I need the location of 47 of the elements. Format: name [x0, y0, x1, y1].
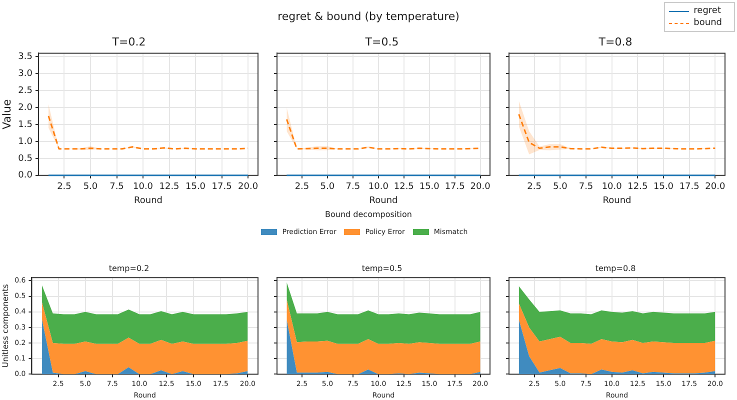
- x-tick-label: 5.0: [552, 182, 568, 192]
- x-axis-title: Round: [602, 196, 632, 206]
- x-tick-label: 20.0: [470, 182, 491, 192]
- y-tick-label: 1.0: [18, 136, 33, 147]
- legend-label: regret: [694, 6, 721, 16]
- text: Bound decomposition: [324, 210, 413, 219]
- x-tick-label: 17.5: [444, 182, 465, 192]
- x-tick-label: 2.5: [57, 182, 72, 192]
- x-tick-label: 12.5: [159, 182, 180, 192]
- x-tick-label: 17.5: [679, 182, 700, 192]
- chart-title: T=0.5: [364, 35, 399, 48]
- y-tick-label: 2.0: [18, 102, 33, 113]
- x-tick-label: 10.0: [602, 182, 622, 192]
- y-axis-title: Unitless components: [0, 284, 10, 368]
- y-tick-label: 1.5: [18, 120, 33, 130]
- y-tick-label: 3.0: [18, 68, 33, 79]
- chart-title: temp=0.8: [595, 264, 636, 273]
- chart-title: temp=0.5: [362, 264, 402, 273]
- x-tick-label: 10.0: [368, 182, 389, 192]
- y-tick-label: 3.5: [18, 52, 33, 62]
- chart-title: T=0.2: [111, 35, 146, 48]
- x-tick-label: 2.5: [294, 182, 310, 192]
- x-tick-label: 10.0: [132, 182, 154, 192]
- x-tick-label: 15.0: [419, 182, 440, 192]
- legend-label: bound: [694, 18, 722, 28]
- x-tick-label: 15.0: [653, 182, 674, 192]
- x-tick-label: 15.0: [185, 182, 206, 192]
- x-tick-label: 20.0: [238, 182, 258, 192]
- x-axis-title: Round: [369, 196, 398, 206]
- y-tick-label: 0.5: [18, 154, 33, 164]
- x-tick-label: 12.5: [394, 182, 414, 192]
- x-tick-label: 12.5: [628, 182, 648, 192]
- y-tick-label: 2.5: [18, 86, 33, 96]
- x-tick-label: 2.5: [527, 182, 542, 192]
- x-tick-label: 7.5: [578, 182, 594, 192]
- x-tick-label: 7.5: [110, 182, 124, 192]
- y-axis-title: Value: [0, 98, 14, 130]
- x-tick-label: 5.0: [320, 182, 335, 192]
- x-axis-title: Round: [134, 196, 162, 206]
- chart-title: T=0.8: [598, 35, 632, 48]
- y-tick-label: 0.0: [18, 170, 33, 181]
- x-tick-label: 17.5: [212, 182, 232, 192]
- x-tick-label: 7.5: [346, 182, 360, 192]
- text: regret & bound (by temperature): [278, 10, 460, 23]
- chart-title: temp=0.2: [108, 264, 150, 273]
- x-tick-label: 5.0: [83, 182, 98, 192]
- x-tick-label: 20.0: [705, 182, 726, 192]
